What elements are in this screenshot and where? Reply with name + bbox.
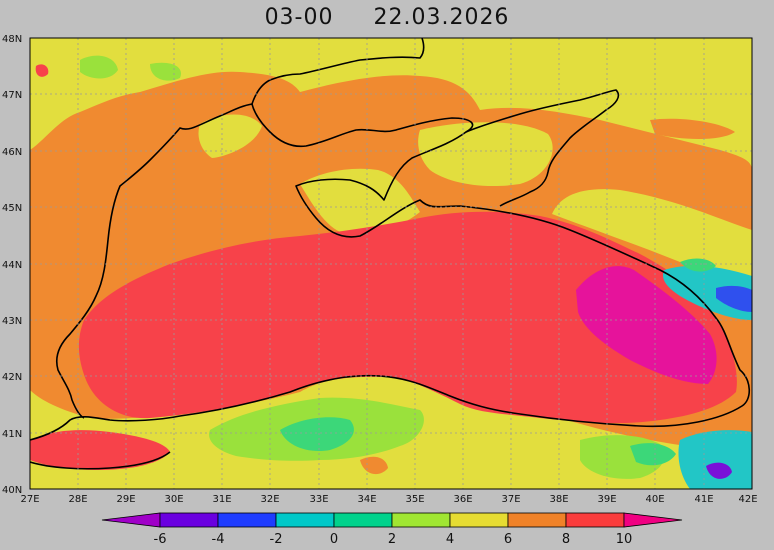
field-yellow-nw bbox=[198, 114, 262, 158]
grid-lines bbox=[30, 38, 752, 489]
lon-tick-36: 36E bbox=[453, 494, 472, 505]
coast-marmara bbox=[30, 451, 171, 470]
lon-tick-37: 37E bbox=[501, 494, 520, 505]
colorbar-label-8: 8 bbox=[562, 532, 570, 547]
field-orange-ne bbox=[650, 118, 735, 139]
lon-tick-31: 31E bbox=[212, 494, 231, 505]
field-green-south bbox=[280, 417, 354, 452]
field-green-north bbox=[80, 55, 118, 79]
field-green-north2 bbox=[150, 62, 181, 81]
lon-tick-41: 41E bbox=[694, 494, 713, 505]
lon-tick-42: 42E bbox=[738, 494, 757, 505]
lon-tick-40: 40E bbox=[645, 494, 664, 505]
lat-tick-46: 46N bbox=[2, 147, 22, 158]
map-title: 03-00 22.03.2026 bbox=[0, 0, 774, 36]
field-red-marmara bbox=[30, 430, 170, 470]
lat-tick-48: 48N bbox=[2, 34, 22, 45]
lat-tick-45: 45N bbox=[2, 203, 22, 214]
coast-main bbox=[30, 103, 751, 441]
colorbar-seg-8 bbox=[565, 512, 625, 528]
field-red-basin bbox=[78, 211, 737, 424]
colorbar-seg-3 bbox=[275, 512, 335, 528]
field-blue-east bbox=[716, 285, 752, 312]
colorbar-seg-4 bbox=[333, 512, 393, 528]
lon-tick-29: 29E bbox=[116, 494, 135, 505]
lon-tick-labels: 27E 28E 29E 30E 31E 32E 33E 34E 35E 36E … bbox=[20, 494, 757, 505]
field-yellow-azov bbox=[418, 122, 553, 187]
lat-tick-41: 41N bbox=[2, 429, 22, 440]
colorbar-left-arrow bbox=[101, 512, 161, 528]
field-red-spot-nw bbox=[35, 64, 49, 77]
coast-azov-east bbox=[465, 89, 620, 207]
lon-tick-35: 35E bbox=[405, 494, 424, 505]
colorbar-label-4: 4 bbox=[446, 532, 454, 547]
lat-tick-42: 42N bbox=[2, 372, 22, 383]
field-cyan-se bbox=[678, 430, 752, 489]
lon-tick-28: 28E bbox=[68, 494, 87, 505]
lat-tick-44: 44N bbox=[2, 260, 22, 271]
lon-tick-39: 39E bbox=[597, 494, 616, 505]
lon-tick-32: 32E bbox=[260, 494, 279, 505]
lon-tick-27: 27E bbox=[20, 494, 39, 505]
colorbar-seg-2 bbox=[217, 512, 277, 528]
colorbar-label-m4: -4 bbox=[212, 532, 225, 547]
field-green-se bbox=[630, 443, 676, 466]
lon-tick-34: 34E bbox=[357, 494, 376, 505]
lat-tick-40: 40N bbox=[2, 485, 22, 496]
coast-upper bbox=[251, 38, 425, 105]
colorbar-seg-7 bbox=[507, 512, 567, 528]
field-pink-se bbox=[576, 266, 717, 384]
colorbar-label-6: 6 bbox=[504, 532, 512, 547]
colorbar-label-m6: -6 bbox=[154, 532, 167, 547]
lat-tick-47: 47N bbox=[2, 90, 22, 101]
colorbar-label-2: 2 bbox=[388, 532, 396, 547]
lon-tick-33: 33E bbox=[309, 494, 328, 505]
field-purple-se bbox=[706, 462, 732, 479]
lon-tick-30: 30E bbox=[164, 494, 183, 505]
title-date: 22.03.2026 bbox=[373, 5, 510, 30]
colorbar-seg-6 bbox=[449, 512, 509, 528]
colorbar-label-10: 10 bbox=[616, 532, 633, 547]
map-frame bbox=[29, 37, 753, 490]
field-green-east bbox=[680, 258, 716, 272]
colorbar-right-arrow bbox=[623, 512, 683, 528]
colorbar: -6 -4 -2 0 2 4 6 8 10 bbox=[101, 512, 683, 547]
colorbar-label-m2: -2 bbox=[270, 532, 283, 547]
lon-tick-38: 38E bbox=[549, 494, 568, 505]
lat-tick-labels: 48N 47N 46N 45N 44N 43N 42N 41N 40N bbox=[2, 34, 22, 496]
colorbar-label-0: 0 bbox=[330, 532, 338, 547]
colorbar-seg-1 bbox=[159, 512, 219, 528]
colorbar-seg-5 bbox=[391, 512, 451, 528]
title-time: 03-00 bbox=[264, 5, 334, 30]
coastline bbox=[30, 38, 751, 470]
lat-tick-43: 43N bbox=[2, 316, 22, 327]
temperature-field bbox=[30, 38, 752, 489]
